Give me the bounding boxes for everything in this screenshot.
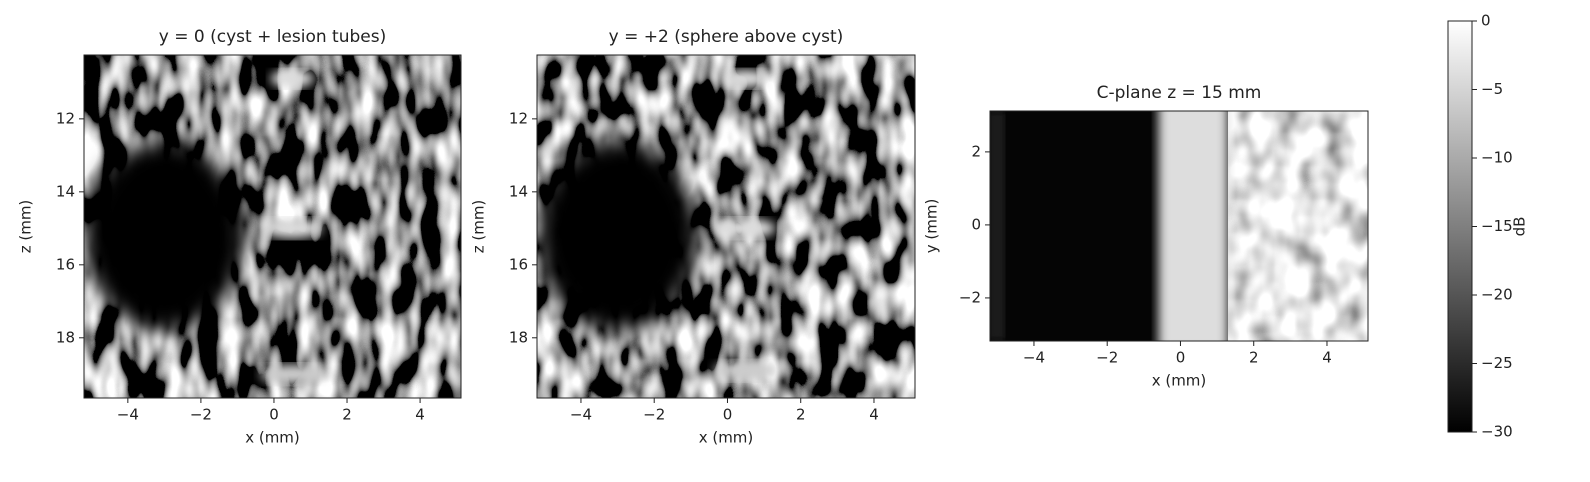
x-axis-label: x (mm): [245, 429, 300, 447]
y-axis-label: z (mm): [17, 200, 35, 254]
x-tick-label: 0: [723, 406, 733, 424]
bright-spot: [260, 364, 325, 385]
y-tick-label: 18: [509, 328, 528, 346]
x-tick-label: 0: [1176, 349, 1186, 367]
y-tick-label: 14: [56, 182, 75, 200]
cyst: [84, 140, 245, 331]
y-tick-label: 12: [56, 109, 75, 127]
x-tick-label: −4: [570, 406, 592, 424]
y-tick-label: 16: [509, 255, 528, 273]
bright-spot: [723, 69, 768, 88]
y-tick-label: 0: [1481, 12, 1491, 30]
axes-frame: [83, 54, 462, 399]
y-tick-label: −15: [1481, 217, 1513, 235]
bright-spot: [262, 218, 323, 239]
x-tick-label: −4: [1023, 349, 1045, 367]
x-tick-label: 2: [1249, 349, 1259, 367]
y-axis-label: y (mm): [923, 199, 941, 254]
colorbar-gradient: [1448, 21, 1472, 432]
chart-title: C-plane z = 15 mm: [1097, 83, 1262, 103]
bright-spot: [270, 69, 315, 88]
y-tick-label: −5: [1481, 80, 1503, 98]
x-tick-label: −2: [643, 406, 665, 424]
y-tick-label: −25: [1481, 354, 1513, 372]
chart-title: y = 0 (cyst + lesion tubes): [159, 27, 386, 47]
x-tick-label: −4: [117, 406, 139, 424]
axes-frame: [989, 110, 1369, 342]
y-tick-label: −30: [1481, 423, 1513, 441]
y-tick-label: −2: [959, 288, 981, 306]
y-tick-label: 16: [56, 255, 75, 273]
band: [1158, 111, 1229, 341]
y-tick-label: 0: [971, 215, 981, 233]
x-tick-label: −2: [1096, 349, 1118, 367]
x-tick-label: 2: [342, 406, 352, 424]
y-tick-label: 14: [509, 182, 528, 200]
axes-frame: [536, 54, 916, 399]
y-axis-label: z (mm): [470, 200, 488, 254]
y-tick-label: 12: [509, 109, 528, 127]
x-tick-label: 4: [415, 406, 425, 424]
x-tick-label: 4: [869, 406, 879, 424]
image-area: [537, 55, 915, 398]
x-axis-label: x (mm): [699, 429, 754, 447]
y-tick-label: −20: [1481, 286, 1513, 304]
bright-spot: [713, 360, 778, 381]
x-tick-label: 0: [269, 406, 279, 424]
x-tick-label: 4: [1322, 349, 1332, 367]
x-tick-label: 2: [796, 406, 806, 424]
cyst: [537, 140, 698, 331]
speckle: [1228, 111, 1368, 341]
x-axis-label: x (mm): [1152, 372, 1207, 390]
image-area: [84, 55, 461, 398]
image-area: [990, 111, 1368, 341]
y-tick-label: −10: [1481, 149, 1513, 167]
chart-title: y = +2 (sphere above cyst): [609, 27, 844, 47]
y-tick-label: 18: [56, 328, 75, 346]
edge-gray: [990, 111, 1004, 341]
colorbar-label: dB: [1511, 217, 1529, 237]
x-tick-label: −2: [190, 406, 212, 424]
bright-spot: [715, 218, 776, 239]
y-tick-label: 2: [971, 142, 981, 160]
